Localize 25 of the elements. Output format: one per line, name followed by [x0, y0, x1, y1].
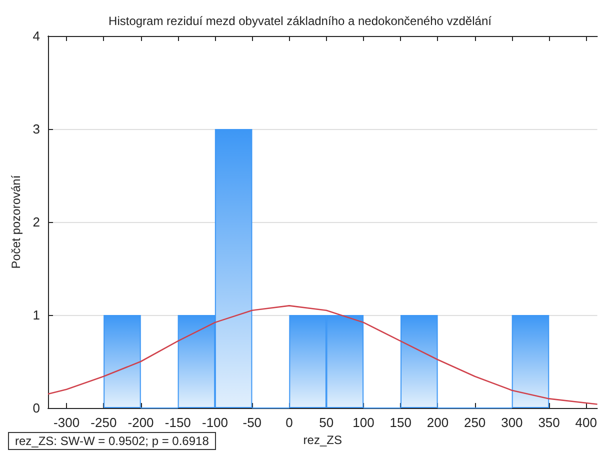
y-axis-title: Počet pozorování — [8, 174, 23, 269]
x-axis-title: rez_ZS — [303, 432, 342, 447]
text: rez_ZS: SW-W = 0.9502; p = 0.6918 — [8, 432, 216, 450]
x-tick-label: -300 — [54, 415, 80, 430]
x-tick-label: 400 — [575, 415, 598, 430]
x-tick-label: 150 — [390, 415, 412, 430]
x-tick-label: 50 — [319, 415, 334, 430]
x-tick-label: 250 — [464, 415, 486, 430]
x-tick-label: 0 — [286, 415, 293, 430]
x-tick-label: -250 — [90, 415, 117, 430]
y-tick-label: 2 — [32, 214, 40, 230]
chart-title: Histogram reziduí mezd obyvatel základního a nedokončeného vzdělání — [108, 14, 492, 28]
y-tick-label: 0 — [32, 400, 40, 416]
line-series — [47, 305, 598, 405]
x-tick-label: 100 — [352, 415, 374, 430]
y-tick-label: 3 — [32, 122, 40, 136]
x-tick-label: 350 — [538, 415, 560, 430]
x-tick-label: 200 — [426, 415, 449, 430]
x-tick-label: 300 — [501, 415, 523, 430]
y-tick-label: 4 — [32, 28, 40, 44]
x-tick-label: -100 — [202, 415, 228, 430]
x-tick-label: -50 — [242, 415, 262, 430]
x-tick-label: -200 — [128, 415, 154, 430]
y-tick-label: 1 — [32, 308, 40, 322]
x-tick-label: -150 — [164, 415, 191, 430]
